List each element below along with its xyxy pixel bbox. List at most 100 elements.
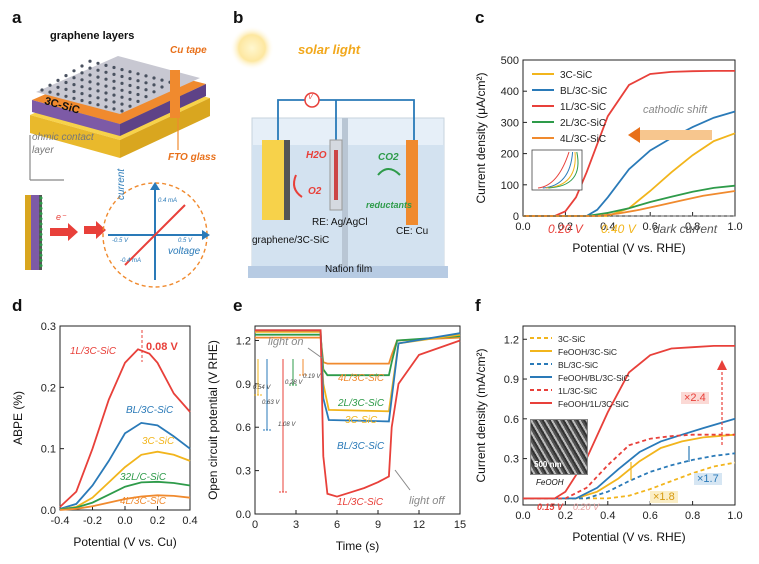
legend-label: 3C-SiC (560, 70, 592, 81)
right-arrow-icon (84, 221, 106, 239)
graphene-atom (120, 109, 124, 113)
e-light-on: light on (268, 336, 304, 348)
y-tick-label: 0.3 (504, 454, 519, 466)
y-axis-label: Current density (mA/cm²) (474, 348, 488, 482)
legend-label: 3C-SiC (558, 334, 585, 344)
inset-v-pos: 0.5 V (178, 238, 193, 244)
graphene-atom (112, 100, 116, 104)
graphene-atom (152, 83, 156, 87)
inset-voltage-label: voltage (168, 246, 201, 257)
x-tick-label: 1.0 (727, 510, 742, 522)
y-tick-label: 100 (501, 180, 519, 192)
graphene-atom (128, 83, 132, 88)
d-lbl-3c: 3C-SiC (142, 436, 175, 447)
f-x24: ×2.4 (681, 392, 709, 404)
e-drop-028: 0.28 V (285, 380, 303, 386)
e-drop-108: 1.08 V (278, 422, 296, 428)
y-tick-label: 400 (501, 86, 519, 98)
fto-glass-side (120, 98, 210, 158)
graphene-atom (88, 101, 92, 105)
graphene-atom (104, 105, 108, 109)
e-drop-019: 0.19 V (303, 374, 321, 380)
x-tick-label: 0.6 (643, 221, 658, 233)
graphene-atom (40, 88, 44, 92)
inset-v-neg: -0.5 V (112, 238, 129, 244)
section-atom (39, 258, 43, 262)
section-atom (39, 196, 43, 200)
y-tick-label: 0.0 (504, 493, 519, 505)
f-ann-015: 0.15 V (537, 502, 564, 512)
e-drop-063: 0.63 V (262, 400, 280, 406)
panel-b-cell (230, 26, 448, 278)
graphene-atom (104, 98, 108, 102)
series-line (523, 417, 736, 500)
c-ann-040: 0.40 V (601, 222, 636, 236)
graphene-atom (144, 95, 148, 99)
graphene-atom (72, 69, 76, 73)
section-atom (39, 201, 43, 205)
graphene-atom (80, 98, 84, 103)
graphene-atom (128, 97, 132, 101)
co2-label: CO2 (378, 152, 399, 163)
e-light-off-pointer (394, 469, 411, 491)
cu-tape-label: Cu tape (170, 45, 207, 56)
graphene-atom (112, 107, 116, 111)
panel-a-letter: a (12, 8, 22, 27)
graphene-atom (136, 99, 140, 103)
graphene-atom (48, 90, 52, 94)
x-tick-label: 0.0 (117, 515, 132, 527)
graphene-atom (96, 96, 100, 100)
fto-label: FTO glass (168, 152, 217, 163)
graphene-atom (56, 85, 60, 89)
series-line (523, 190, 736, 217)
d-lbl-bl: BL/3C-SiC (126, 405, 174, 416)
c-ann-020: 0.20 V (548, 222, 583, 236)
graphene-atom (160, 85, 164, 89)
section-atom (39, 212, 43, 216)
graphene-atom (112, 86, 116, 90)
series-line (255, 329, 461, 498)
panel-b-letter: b (233, 8, 244, 27)
y-tick-label: 200 (501, 149, 519, 161)
cell-base (248, 266, 448, 278)
d-peak: 0.08 V (146, 341, 178, 353)
x-tick-label: 0 (252, 519, 258, 531)
graphene-atom (120, 74, 124, 79)
x-tick-label: 0.2 (150, 515, 165, 527)
e-lbl-2l: 2L/3C-SiC (338, 398, 385, 409)
graphene-atom (136, 79, 140, 83)
graphene-atom (96, 89, 100, 93)
iv-linear-line (124, 204, 186, 266)
x-tick-label: 12 (413, 519, 425, 531)
chart-c: 0.0 0.2 0.4 0.6 0.8 1.0 0 100 200 300 400 500 Potent… (474, 55, 743, 255)
series-line (523, 70, 735, 217)
y-tick-label: 300 (501, 117, 519, 129)
ohmic-label-1: ohmic contact (32, 132, 94, 143)
legend-label: BL/3C-SiC (560, 86, 607, 97)
chart-f-frame (522, 325, 736, 506)
e-light-off: light off (409, 495, 445, 507)
legend-label: FeOOH/1L/3C-SiC (558, 399, 629, 409)
graphene-layers-label: graphene layers (50, 30, 135, 42)
series-line (523, 110, 736, 217)
c-cathodic-label: cathodic shift (643, 104, 708, 116)
series-line (523, 344, 735, 500)
f-x17: ×1.7 (694, 473, 722, 485)
section-atom (39, 232, 43, 236)
x-tick-label: 0.4 (182, 515, 197, 527)
graphene-atom (88, 94, 92, 98)
y-axis-label: Current density (μA/cm²) (474, 73, 488, 204)
c-inset-curve (548, 151, 579, 189)
graphene-atom (120, 88, 124, 92)
graphene-atom (112, 65, 116, 70)
graphene-atom (56, 78, 60, 82)
chart-c-frame (522, 59, 736, 217)
series-line (523, 433, 736, 500)
graphene-atom (144, 88, 148, 92)
inset-i-neg: -0.4 mA (120, 258, 142, 264)
d-lbl-1l: 1L/3C-SiC (70, 346, 117, 357)
graphene-atom (128, 77, 132, 81)
x-tick-label: 0.4 (600, 221, 615, 233)
graphene-atom (104, 91, 108, 95)
we-label: graphene/3C-SiC (252, 235, 330, 246)
